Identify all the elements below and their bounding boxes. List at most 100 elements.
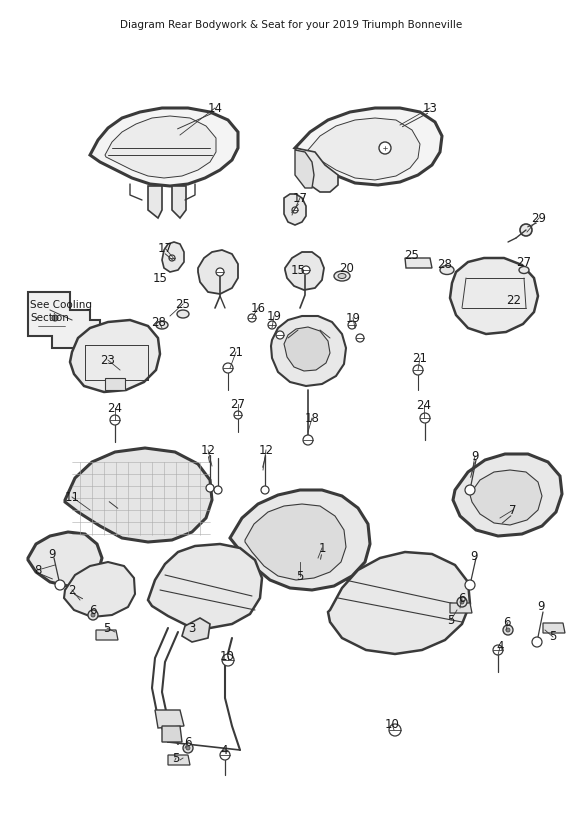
Circle shape [302, 266, 310, 274]
Circle shape [465, 485, 475, 495]
Polygon shape [105, 378, 125, 390]
Polygon shape [245, 504, 346, 580]
Circle shape [457, 597, 467, 607]
Text: 28: 28 [152, 316, 166, 329]
Circle shape [268, 321, 276, 329]
Text: 25: 25 [175, 297, 191, 311]
Text: 9: 9 [470, 550, 477, 563]
Circle shape [413, 365, 423, 375]
Polygon shape [198, 250, 238, 294]
Circle shape [348, 321, 356, 329]
Text: 17: 17 [157, 241, 173, 255]
Circle shape [420, 413, 430, 423]
Text: 9: 9 [48, 549, 56, 561]
Circle shape [303, 435, 313, 445]
Text: 5: 5 [296, 569, 304, 583]
Circle shape [88, 610, 98, 620]
Polygon shape [284, 194, 306, 225]
Text: 19: 19 [346, 311, 360, 325]
Ellipse shape [334, 271, 350, 281]
Polygon shape [148, 186, 162, 218]
Text: 1: 1 [318, 541, 326, 555]
Text: 6: 6 [89, 603, 97, 616]
Polygon shape [162, 242, 184, 272]
Ellipse shape [440, 265, 454, 274]
Polygon shape [543, 623, 565, 633]
Text: 27: 27 [230, 397, 245, 410]
Text: 21: 21 [229, 345, 244, 358]
Ellipse shape [177, 310, 189, 318]
Text: 5: 5 [173, 751, 180, 765]
Text: 5: 5 [103, 621, 111, 634]
Polygon shape [90, 108, 238, 186]
Polygon shape [450, 258, 538, 334]
Circle shape [91, 613, 95, 617]
Circle shape [110, 415, 120, 425]
Polygon shape [295, 148, 338, 192]
Polygon shape [308, 118, 420, 180]
Circle shape [206, 484, 214, 492]
Circle shape [389, 724, 401, 736]
Circle shape [520, 224, 532, 236]
Text: 14: 14 [208, 101, 223, 115]
Text: 2: 2 [68, 583, 76, 597]
Polygon shape [328, 552, 470, 654]
Polygon shape [168, 755, 190, 765]
Polygon shape [28, 532, 102, 586]
Text: 18: 18 [304, 411, 319, 424]
Circle shape [503, 625, 513, 635]
Ellipse shape [519, 266, 529, 274]
Text: 24: 24 [107, 401, 122, 414]
Text: 21: 21 [413, 352, 427, 364]
Circle shape [223, 363, 233, 373]
Circle shape [52, 315, 58, 321]
Polygon shape [405, 258, 432, 268]
Circle shape [186, 746, 190, 750]
Text: 3: 3 [188, 621, 196, 634]
Circle shape [220, 750, 230, 760]
Text: Diagram Rear Bodywork & Seat for your 2019 Triumph Bonneville: Diagram Rear Bodywork & Seat for your 20… [120, 20, 462, 30]
Text: 5: 5 [447, 614, 455, 626]
Text: 25: 25 [405, 249, 419, 261]
Text: 9: 9 [471, 450, 479, 462]
Circle shape [460, 600, 464, 604]
Text: 4: 4 [496, 640, 504, 653]
Text: 28: 28 [438, 259, 452, 271]
Text: 6: 6 [458, 592, 466, 605]
Text: 10: 10 [220, 649, 234, 662]
Polygon shape [155, 710, 184, 728]
Text: 19: 19 [266, 310, 282, 322]
Text: 6: 6 [184, 736, 192, 748]
Text: 22: 22 [507, 293, 522, 307]
Polygon shape [162, 726, 182, 742]
Text: 7: 7 [509, 503, 517, 517]
Ellipse shape [338, 274, 346, 279]
Text: See Cooling
Section: See Cooling Section [30, 300, 92, 323]
Text: 15: 15 [153, 271, 167, 284]
Text: 4: 4 [220, 743, 228, 756]
Text: 8: 8 [34, 564, 42, 577]
Text: 15: 15 [290, 264, 305, 277]
Circle shape [532, 637, 542, 647]
Text: 5: 5 [549, 630, 557, 644]
Polygon shape [70, 320, 160, 392]
Circle shape [234, 411, 242, 419]
Polygon shape [284, 327, 330, 371]
Polygon shape [453, 454, 562, 536]
Polygon shape [470, 470, 542, 525]
Circle shape [356, 334, 364, 342]
Circle shape [216, 268, 224, 276]
Text: 24: 24 [416, 399, 431, 411]
Text: 6: 6 [503, 616, 511, 629]
Circle shape [261, 486, 269, 494]
Text: 12: 12 [258, 443, 273, 456]
Text: 29: 29 [532, 212, 546, 224]
Text: 11: 11 [65, 490, 79, 503]
Circle shape [169, 255, 175, 261]
Text: 12: 12 [201, 443, 216, 456]
Text: 27: 27 [517, 255, 532, 269]
Polygon shape [450, 603, 472, 613]
Polygon shape [65, 448, 212, 542]
Circle shape [248, 314, 256, 322]
Polygon shape [230, 490, 370, 590]
